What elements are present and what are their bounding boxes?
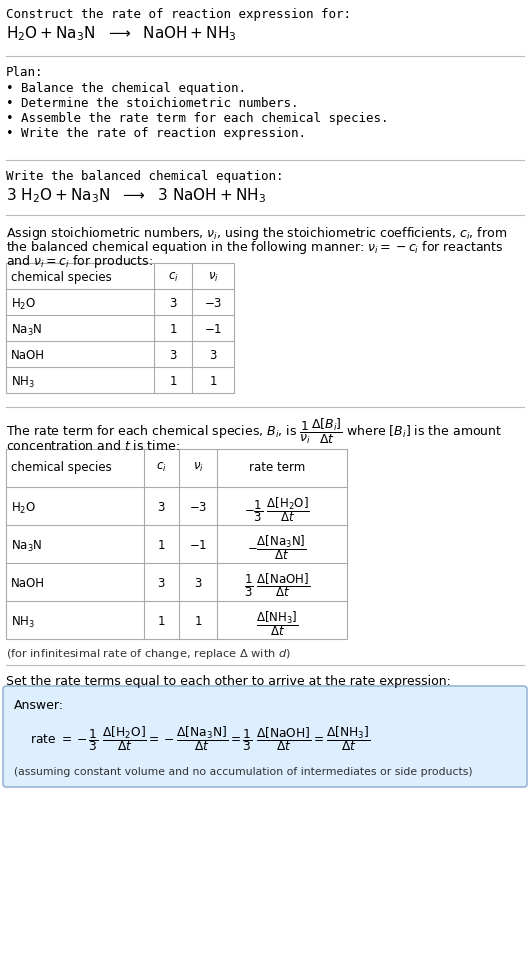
Text: 1: 1 [157, 539, 165, 552]
Text: Assign stoichiometric numbers, $\nu_i$, using the stoichiometric coefficients, $: Assign stoichiometric numbers, $\nu_i$, … [6, 225, 507, 242]
Text: Construct the rate of reaction expression for:: Construct the rate of reaction expressio… [6, 8, 351, 21]
Text: $\dfrac{1}{3}\ \dfrac{\Delta[\mathrm{NaOH}]}{\Delta t}$: $\dfrac{1}{3}\ \dfrac{\Delta[\mathrm{NaO… [244, 571, 310, 598]
Text: Write the balanced chemical equation:: Write the balanced chemical equation: [6, 170, 284, 183]
Text: • Determine the stoichiometric numbers.: • Determine the stoichiometric numbers. [6, 97, 298, 110]
Text: $\mathrm{Na_3N}$: $\mathrm{Na_3N}$ [11, 323, 42, 338]
Text: $\mathrm{NH_3}$: $\mathrm{NH_3}$ [11, 375, 36, 390]
Text: 1: 1 [209, 375, 217, 388]
Text: $\nu_i$: $\nu_i$ [208, 271, 218, 284]
Text: $\dfrac{\Delta[\mathrm{NH_3}]}{\Delta t}$: $\dfrac{\Delta[\mathrm{NH_3}]}{\Delta t}… [256, 609, 298, 637]
Text: NaOH: NaOH [11, 349, 45, 362]
FancyBboxPatch shape [3, 686, 527, 787]
Text: $c_i$: $c_i$ [167, 271, 179, 284]
Text: 1: 1 [157, 615, 165, 628]
Text: • Write the rate of reaction expression.: • Write the rate of reaction expression. [6, 127, 306, 140]
Text: $\mathsf{H_2O + Na_3N \ \ \longrightarrow \ \ NaOH + NH_3}$: $\mathsf{H_2O + Na_3N \ \ \longrightarro… [6, 24, 236, 43]
Text: $\mathrm{Na_3N}$: $\mathrm{Na_3N}$ [11, 539, 42, 554]
Text: $-1$: $-1$ [189, 539, 207, 552]
Text: 3: 3 [157, 501, 165, 514]
Text: the balanced chemical equation in the following manner: $\nu_i = -c_i$ for react: the balanced chemical equation in the fo… [6, 239, 503, 256]
Text: $-3$: $-3$ [189, 501, 207, 514]
Text: Plan:: Plan: [6, 66, 43, 79]
Bar [6, 263, 234, 393]
Text: 1: 1 [195, 615, 202, 628]
Text: NaOH: NaOH [11, 577, 45, 590]
Text: 1: 1 [169, 323, 176, 336]
Text: $-3$: $-3$ [204, 297, 222, 310]
Text: $-\dfrac{1}{3}\ \dfrac{\Delta[\mathrm{H_2O}]}{\Delta t}$: $-\dfrac{1}{3}\ \dfrac{\Delta[\mathrm{H_… [244, 495, 310, 524]
Text: $c_i$: $c_i$ [156, 461, 166, 474]
Text: $-1$: $-1$ [204, 323, 222, 336]
Text: $\mathsf{3\ H_2O + Na_3N \ \ \longrightarrow \ \ 3\ NaOH + NH_3}$: $\mathsf{3\ H_2O + Na_3N \ \ \longrighta… [6, 186, 266, 205]
Text: and $\nu_i = c_i$ for products:: and $\nu_i = c_i$ for products: [6, 253, 153, 270]
Text: $\nu_i$: $\nu_i$ [192, 461, 204, 474]
Text: (for infinitesimal rate of change, replace $\Delta$ with $d$): (for infinitesimal rate of change, repla… [6, 647, 291, 661]
Bar [6, 449, 347, 639]
Text: chemical species: chemical species [11, 271, 112, 284]
Text: rate term: rate term [249, 461, 305, 474]
Text: The rate term for each chemical species, $B_i$, is $\dfrac{1}{\nu_i}\dfrac{\Delt: The rate term for each chemical species,… [6, 417, 502, 446]
Text: Set the rate terms equal to each other to arrive at the rate expression:: Set the rate terms equal to each other t… [6, 675, 451, 688]
Text: Answer:: Answer: [14, 699, 64, 712]
Text: 1: 1 [169, 375, 176, 388]
Text: rate $= -\dfrac{1}{3}\ \dfrac{\Delta[\mathrm{H_2O}]}{\Delta t} = -\dfrac{\Delta[: rate $= -\dfrac{1}{3}\ \dfrac{\Delta[\ma… [30, 724, 370, 752]
Text: 3: 3 [157, 577, 165, 590]
Text: • Balance the chemical equation.: • Balance the chemical equation. [6, 82, 246, 95]
Text: chemical species: chemical species [11, 461, 112, 474]
Text: 3: 3 [195, 577, 202, 590]
Text: 3: 3 [209, 349, 217, 362]
Text: 3: 3 [169, 349, 176, 362]
Text: (assuming constant volume and no accumulation of intermediates or side products): (assuming constant volume and no accumul… [14, 767, 473, 777]
Text: • Assemble the rate term for each chemical species.: • Assemble the rate term for each chemic… [6, 112, 388, 125]
Text: $\mathrm{H_2O}$: $\mathrm{H_2O}$ [11, 501, 36, 516]
Text: concentration and $t$ is time:: concentration and $t$ is time: [6, 439, 180, 453]
Text: $-\dfrac{\Delta[\mathrm{Na_3N}]}{\Delta t}$: $-\dfrac{\Delta[\mathrm{Na_3N}]}{\Delta … [247, 533, 307, 562]
Text: $\mathrm{NH_3}$: $\mathrm{NH_3}$ [11, 615, 36, 630]
Text: 3: 3 [169, 297, 176, 310]
Text: $\mathrm{H_2O}$: $\mathrm{H_2O}$ [11, 297, 36, 312]
